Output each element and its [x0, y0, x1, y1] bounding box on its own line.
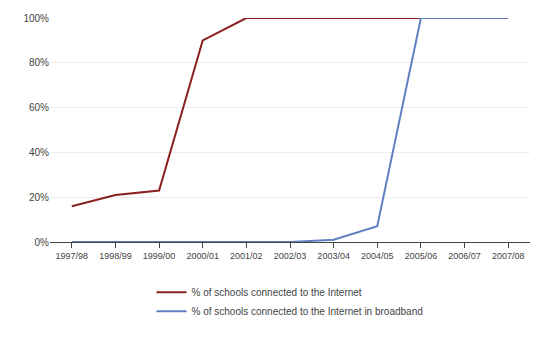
svg-text:1999/00: 1999/00 — [143, 251, 176, 261]
svg-text:% of schools connected to the: % of schools connected to the Internet — [192, 287, 362, 298]
svg-text:% of schools connected to the: % of schools connected to the Internet i… — [192, 306, 423, 317]
svg-text:1997/98: 1997/98 — [56, 251, 89, 261]
svg-text:2000/01: 2000/01 — [186, 251, 219, 261]
svg-text:2006/07: 2006/07 — [448, 251, 481, 261]
svg-text:20%: 20% — [29, 192, 49, 203]
svg-text:2002/03: 2002/03 — [274, 251, 307, 261]
svg-text:60%: 60% — [29, 102, 49, 113]
svg-text:2007/08: 2007/08 — [492, 251, 525, 261]
svg-text:0%: 0% — [35, 237, 50, 248]
svg-text:2001/02: 2001/02 — [230, 251, 263, 261]
svg-text:2005/06: 2005/06 — [405, 251, 438, 261]
svg-text:40%: 40% — [29, 147, 49, 158]
svg-text:80%: 80% — [29, 57, 49, 68]
svg-text:100%: 100% — [23, 13, 49, 24]
svg-text:2003/04: 2003/04 — [317, 251, 350, 261]
svg-text:1998/99: 1998/99 — [99, 251, 132, 261]
svg-text:2004/05: 2004/05 — [361, 251, 394, 261]
